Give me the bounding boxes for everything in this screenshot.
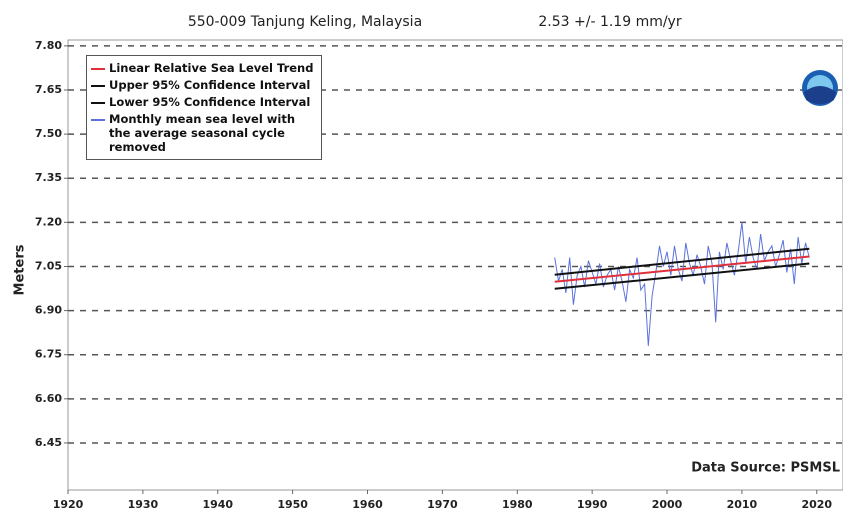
- chart-title: 550-009 Tanjung Keling, Malaysia: [188, 14, 422, 30]
- x-tick-label: 2020: [801, 498, 832, 511]
- legend-label: Lower 95% Confidence Interval: [109, 95, 311, 109]
- legend-label: Monthly mean sea level with the average …: [109, 112, 296, 154]
- legend-swatch: [91, 85, 105, 87]
- x-tick-label: 1940: [202, 498, 233, 511]
- x-tick-label: 1980: [502, 498, 533, 511]
- x-tick-label: 1920: [53, 498, 84, 511]
- trend-label: 2.53 +/- 1.19 mm/yr: [538, 14, 681, 30]
- legend-swatch: [91, 68, 105, 70]
- legend-label: Linear Relative Sea Level Trend: [109, 61, 314, 75]
- x-tick-label: 1970: [427, 498, 458, 511]
- y-tick-label: 7.35: [35, 171, 62, 184]
- x-tick-label: 1950: [277, 498, 308, 511]
- legend-item: Upper 95% Confidence Interval: [91, 78, 317, 92]
- legend-label: Upper 95% Confidence Interval: [109, 78, 311, 92]
- y-tick-label: 6.60: [35, 392, 62, 405]
- series-line: [554, 247, 810, 276]
- plot-area: [67, 39, 843, 491]
- x-tick-label: 1930: [128, 498, 159, 511]
- x-tick-label: 2010: [727, 498, 758, 511]
- series-line: [554, 262, 810, 290]
- legend: Linear Relative Sea Level Trend Upper 95%…: [86, 55, 322, 160]
- y-tick-label: 6.90: [35, 304, 62, 317]
- data-source: Data Source: PSMSL: [691, 461, 840, 476]
- noaa-logo: [802, 70, 838, 106]
- legend-item: Linear Relative Sea Level Trend: [91, 61, 317, 75]
- legend-swatch: [91, 102, 105, 104]
- y-axis-label: Meters: [13, 244, 28, 295]
- y-tick-label: 7.65: [35, 83, 62, 96]
- x-tick-label: 1990: [577, 498, 608, 511]
- legend-item: Monthly mean sea level with the average …: [91, 112, 317, 154]
- x-tick-label: 1960: [352, 498, 383, 511]
- y-tick-label: 7.20: [35, 215, 62, 228]
- y-tick-label: 6.45: [35, 436, 62, 449]
- y-tick-label: 7.05: [35, 259, 62, 272]
- y-tick-label: 7.50: [35, 127, 62, 140]
- legend-item: Lower 95% Confidence Interval: [91, 95, 317, 109]
- y-tick-label: 7.80: [35, 39, 62, 52]
- series-line: [554, 255, 810, 283]
- legend-swatch: [91, 119, 105, 121]
- y-tick-label: 6.75: [35, 348, 62, 361]
- x-tick-label: 2000: [652, 498, 683, 511]
